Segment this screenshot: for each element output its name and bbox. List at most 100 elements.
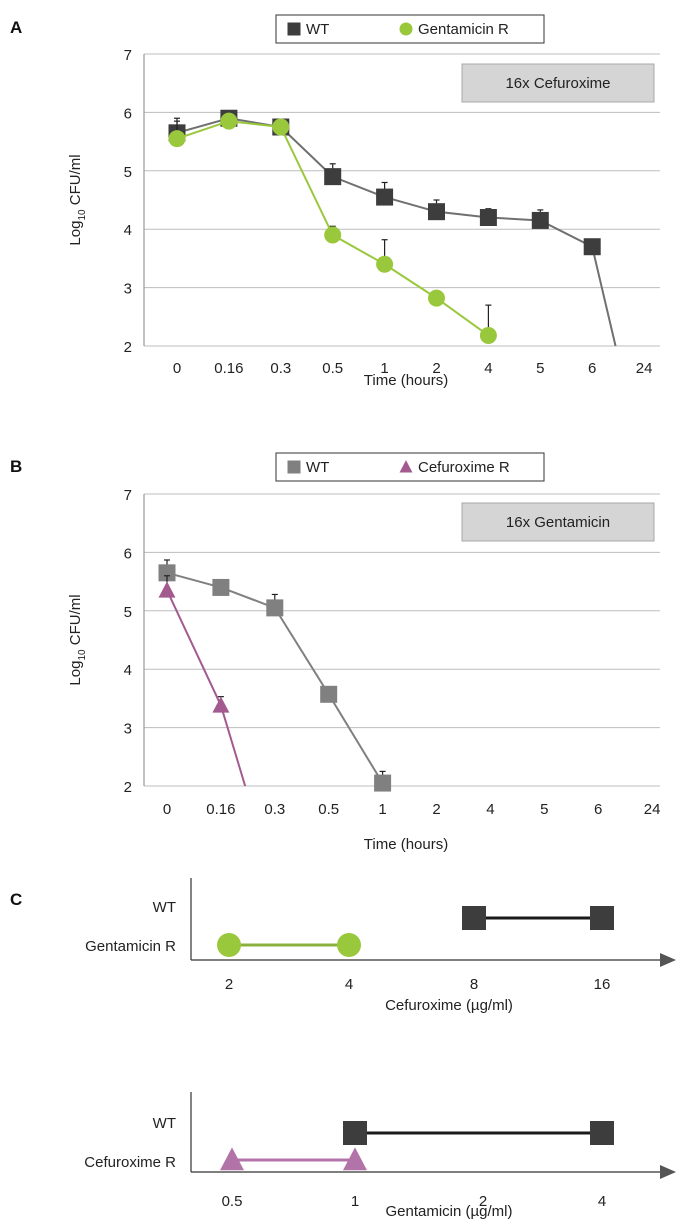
panel-b-y-axis-title-unit: CFU/ml xyxy=(67,594,84,649)
panel-c1-range-start-1 xyxy=(217,933,241,957)
panel-a-y-tick-label: 4 xyxy=(124,222,132,239)
panel-c1-letter: C xyxy=(10,890,22,909)
panel-a-point-1-6 xyxy=(479,326,497,344)
panel-a-point-1-3 xyxy=(324,226,342,244)
panel-b-x-tick-label: 2 xyxy=(432,801,440,818)
panel-c1-row-label-0: WT xyxy=(153,899,176,916)
panel-b-point-0-4 xyxy=(374,774,392,792)
panel-b-legend-marker-1 xyxy=(399,460,413,473)
panel-b-y-tick-label: 3 xyxy=(124,721,132,738)
panel-b-x-tick-label: 5 xyxy=(540,801,548,818)
panel-c2-axis-arrow xyxy=(660,1165,676,1179)
panel-b-y-axis-title-sub: 10 xyxy=(77,649,88,661)
panel-a-y-tick-label: 7 xyxy=(124,47,132,64)
panel-c1-range-end-0 xyxy=(590,906,614,930)
panel-b-y-tick-label: 5 xyxy=(124,604,132,621)
panel-a-legend-marker-1 xyxy=(399,22,413,36)
panel-a-y-tick-label: 2 xyxy=(124,339,132,356)
panel-c2-range-start-1 xyxy=(220,1147,244,1171)
panel-c1-x-tick-label: 16 xyxy=(594,976,611,993)
panel-a-x-tick-label: 4 xyxy=(484,360,492,377)
panel-a-letter: A xyxy=(10,18,22,37)
panel-b-y-tick-label: 7 xyxy=(124,487,132,504)
panel-b-x-tick-label: 6 xyxy=(594,801,602,818)
panel-b-point-1-0 xyxy=(158,581,176,598)
panel-b-y-axis-title-main: Log xyxy=(67,661,84,686)
panel-a-x-tick-label: 1 xyxy=(380,360,388,377)
panel-b-series-line-1 xyxy=(166,589,247,787)
panel-b-point-0-2 xyxy=(266,599,284,617)
panel-c1-x-axis-title: Cefuroxime (µg/ml) xyxy=(385,997,513,1014)
panel-a-x-tick-label: 0.16 xyxy=(214,360,243,377)
panel-a-legend-marker-0 xyxy=(287,22,301,36)
panel-c1-row-label-1: Gentamicin R xyxy=(85,938,176,955)
panel-c2-range-end-0 xyxy=(590,1121,614,1145)
panel-b-x-tick-label: 0.16 xyxy=(206,801,235,818)
panel-a-point-0-6 xyxy=(479,209,497,227)
panel-a-point-1-4 xyxy=(376,255,394,273)
panel-a-y-axis-title-unit: CFU/ml xyxy=(67,154,84,209)
panel-a-point-0-3 xyxy=(324,168,342,186)
panel-b-y-tick-label: 6 xyxy=(124,545,132,562)
panel-b-x-tick-label: 0.3 xyxy=(264,801,285,818)
panel-a-point-1-0 xyxy=(168,130,186,148)
panel-b-y-axis-title: Log10 CFU/ml xyxy=(67,594,88,685)
panel-b-y-tick-label: 2 xyxy=(124,779,132,796)
panel-c2-row-label-0: WT xyxy=(153,1115,176,1132)
panel-b-point-0-0 xyxy=(158,564,176,582)
panel-c2-range-end-1 xyxy=(343,1147,367,1171)
panel-c1-x-tick-label: 8 xyxy=(470,976,478,993)
panel-c2-x-axis-title: Gentamicin (µg/ml) xyxy=(385,1203,512,1220)
panel-a-series-line-0 xyxy=(176,117,617,347)
panel-a-y-axis-title-sub: 10 xyxy=(77,209,88,221)
panel-a-legend-label-0: WT xyxy=(306,21,329,38)
panel-a-point-0-4 xyxy=(376,188,394,206)
panel-a-x-axis-title: Time (hours) xyxy=(364,372,448,389)
panel-a-x-tick-label: 0.3 xyxy=(270,360,291,377)
panel-b-letter: B xyxy=(10,457,22,476)
panel-b-legend-box xyxy=(275,452,545,482)
panel-c2-x-tick-label: 0.5 xyxy=(222,1193,243,1210)
panel-c1-x-tick-label: 4 xyxy=(345,976,353,993)
panel-b-x-tick-label: 4 xyxy=(486,801,494,818)
panel-b-x-tick-label: 24 xyxy=(644,801,661,818)
panel-b-x-tick-label: 1 xyxy=(378,801,386,818)
panel-a-x-tick-label: 6 xyxy=(588,360,596,377)
panel-b-y-tick-label: 4 xyxy=(124,662,132,679)
panel-c2-x-tick-label: 2 xyxy=(479,1193,487,1210)
panel-c2-x-tick-label: 1 xyxy=(351,1193,359,1210)
panel-a-y-tick-label: 5 xyxy=(124,164,132,181)
panel-a-legend-label-1: Gentamicin R xyxy=(418,21,509,38)
panel-b-condition-box xyxy=(461,502,655,542)
panel-a-condition-box xyxy=(461,63,655,103)
panel-b-legend-label-1: Cefuroxime R xyxy=(418,459,510,476)
panel-c2-range-start-0 xyxy=(343,1121,367,1145)
panel-c2-row-label-1: Cefuroxime R xyxy=(84,1154,176,1171)
panel-a-x-tick-label: 2 xyxy=(432,360,440,377)
panel-a-y-axis-title-main: Log xyxy=(67,221,84,246)
panel-a-y-axis-title: Log10 CFU/ml xyxy=(67,154,88,245)
panel-a-x-tick-label: 0.5 xyxy=(322,360,343,377)
panel-b-point-0-1 xyxy=(212,578,230,596)
panel-a-point-1-1 xyxy=(220,112,238,130)
panel-a-x-tick-label: 5 xyxy=(536,360,544,377)
panel-a-y-tick-label: 6 xyxy=(124,105,132,122)
panel-a-x-tick-label: 0 xyxy=(173,360,181,377)
panel-a-point-0-5 xyxy=(428,203,445,221)
panel-c2-x-tick-label: 4 xyxy=(598,1193,606,1210)
panel-c1-x-tick-label: 2 xyxy=(225,976,233,993)
panel-c1-range-start-0 xyxy=(462,906,486,930)
panel-a-point-0-8 xyxy=(583,238,601,256)
panel-b-condition-label: 16x Gentamicin xyxy=(506,514,610,531)
panel-b-x-tick-label: 0 xyxy=(163,801,171,818)
panel-a-x-tick-label: 24 xyxy=(636,360,653,377)
panel-b-x-tick-label: 0.5 xyxy=(318,801,339,818)
panel-a-point-0-7 xyxy=(531,211,549,229)
panel-c1-range-end-1 xyxy=(337,933,361,957)
panel-a-condition-label: 16x Cefuroxime xyxy=(505,75,610,92)
panel-b-legend-label-0: WT xyxy=(306,459,329,476)
panel-b-point-0-3 xyxy=(320,685,338,703)
panel-b-point-1-1 xyxy=(212,696,230,713)
panel-b-legend-marker-0 xyxy=(287,460,301,474)
